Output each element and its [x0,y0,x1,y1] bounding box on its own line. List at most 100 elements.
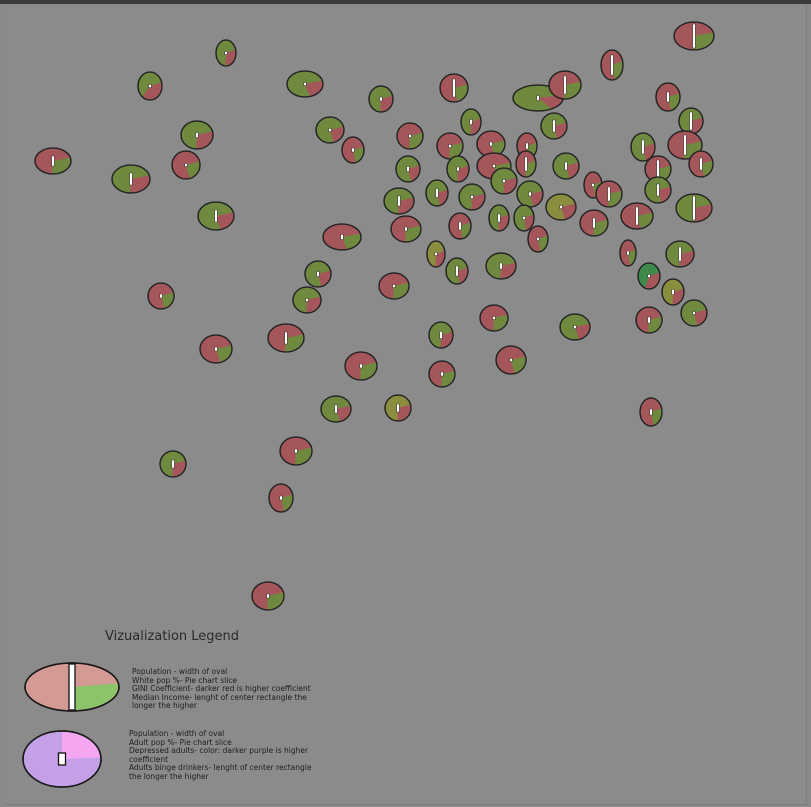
oval-outline [545,193,577,221]
oval-outline [384,394,412,422]
county-glyph [637,262,661,290]
oval-outline [667,130,703,160]
county-glyph [619,239,637,267]
top-border [0,0,811,4]
county-glyph [304,260,332,288]
income-bar [455,265,459,277]
oval-outline [619,239,637,267]
oval-outline [428,360,456,388]
income-bar [171,459,175,469]
income-bar [607,186,611,202]
county-glyph [545,193,577,221]
legend-entry2-line: Adults binge drinkers- lenght of center … [129,763,312,773]
oval-outline [595,180,623,208]
county-glyph [171,150,201,180]
county-glyph [675,193,713,223]
income-bar [406,166,410,172]
income-bar [470,195,474,199]
income-bar [340,234,344,240]
pie-slice [690,117,703,134]
income-bar [699,157,703,171]
legend-entry1-text: Population - width of oval White pop %- … [132,667,311,711]
oval-outline [439,73,469,103]
county-glyph [688,150,714,178]
oval-outline [458,183,486,211]
income-bar [148,84,152,88]
pie-slice [285,334,304,352]
income-bar [647,316,651,324]
income-bar [564,161,568,171]
legend-entry2-line: Population - width of oval [129,729,225,738]
pie-slice [648,316,662,333]
county-glyph [639,397,663,427]
pie-slice [471,193,485,210]
income-bar [439,331,443,339]
county-glyph [267,323,305,353]
pie-slice [564,81,581,99]
income-bar [525,142,529,150]
oval-outline [137,71,163,101]
county-glyph [286,70,324,98]
legend-title: Vizualization Legend [105,629,240,644]
oval-outline [341,136,365,164]
income-bar [509,358,513,362]
county-glyph [390,215,422,243]
oval-outline [292,286,322,314]
income-bar [351,147,355,153]
income-bar [294,448,298,454]
legend-pie-slice [72,683,118,687]
oval-outline [215,39,237,67]
income-bar [404,226,408,232]
income-bar [305,298,309,302]
county-glyph [678,107,704,135]
oval-outline [279,436,313,466]
oval-outline [197,201,235,231]
pie-slice [503,177,517,194]
income-bar [573,325,577,329]
legend-entry1-line: White pop %- Pie chart slice [132,675,238,685]
county-glyph [446,155,470,183]
income-bar [492,316,496,320]
county-glyph [378,272,410,300]
oval-outline [485,252,517,280]
county-glyph [292,286,322,314]
county-glyph [667,130,703,160]
oval-outline [635,306,663,334]
income-bar [656,159,660,179]
pie-slice [196,131,213,149]
income-bar [502,179,506,183]
county-glyph [548,70,582,100]
pie-slice [538,94,563,109]
county-glyph [428,360,456,388]
pie-slice [295,447,312,465]
oval-outline [675,193,713,223]
income-bar [396,403,400,413]
oval-outline [268,483,294,513]
county-glyph [620,202,654,230]
oval-outline [267,323,305,353]
legend-entry2-line: Depressed adults- color: darker purple i… [129,746,309,756]
oval-outline [199,334,233,364]
county-glyph [661,278,685,306]
pie-slice [498,214,509,231]
income-bar [379,96,383,102]
income-bar [524,156,528,172]
pie-slice [380,95,393,112]
income-bar [334,404,338,414]
oval-outline [445,257,469,285]
pie-slice [457,165,469,182]
oval-outline [378,272,410,300]
income-bar [683,134,687,156]
oval-outline [665,240,695,268]
pie-slice [360,362,377,380]
income-bar [641,139,645,155]
pie-slice [493,314,508,331]
oval-outline [661,278,685,306]
income-bar [184,163,188,167]
income-bar [129,172,133,186]
pie-slice [470,118,481,135]
county-glyph [655,82,681,112]
county-glyph [199,334,233,364]
pie-slice [405,225,421,242]
legend-pie-slice [62,732,100,759]
